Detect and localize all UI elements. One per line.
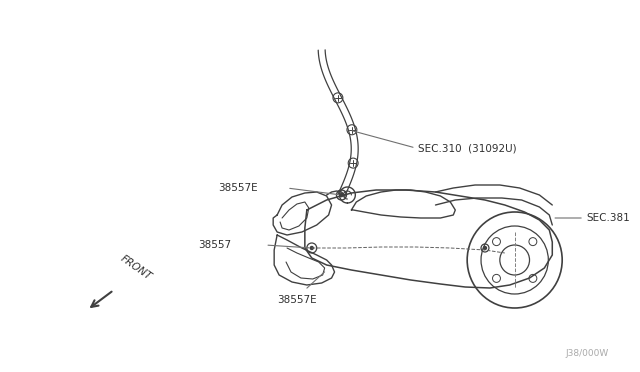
Text: 38557: 38557 [198, 240, 231, 250]
Circle shape [337, 190, 346, 200]
Text: FRONT: FRONT [119, 253, 154, 282]
Circle shape [339, 193, 344, 197]
Text: J38/000W: J38/000W [566, 349, 609, 358]
Text: SEC.310  (31092U): SEC.310 (31092U) [418, 143, 516, 153]
Circle shape [483, 247, 486, 250]
Circle shape [310, 247, 313, 250]
Text: 38557E: 38557E [277, 295, 317, 305]
Text: SEC.381: SEC.381 [586, 213, 630, 223]
Text: 38557E: 38557E [218, 183, 257, 193]
